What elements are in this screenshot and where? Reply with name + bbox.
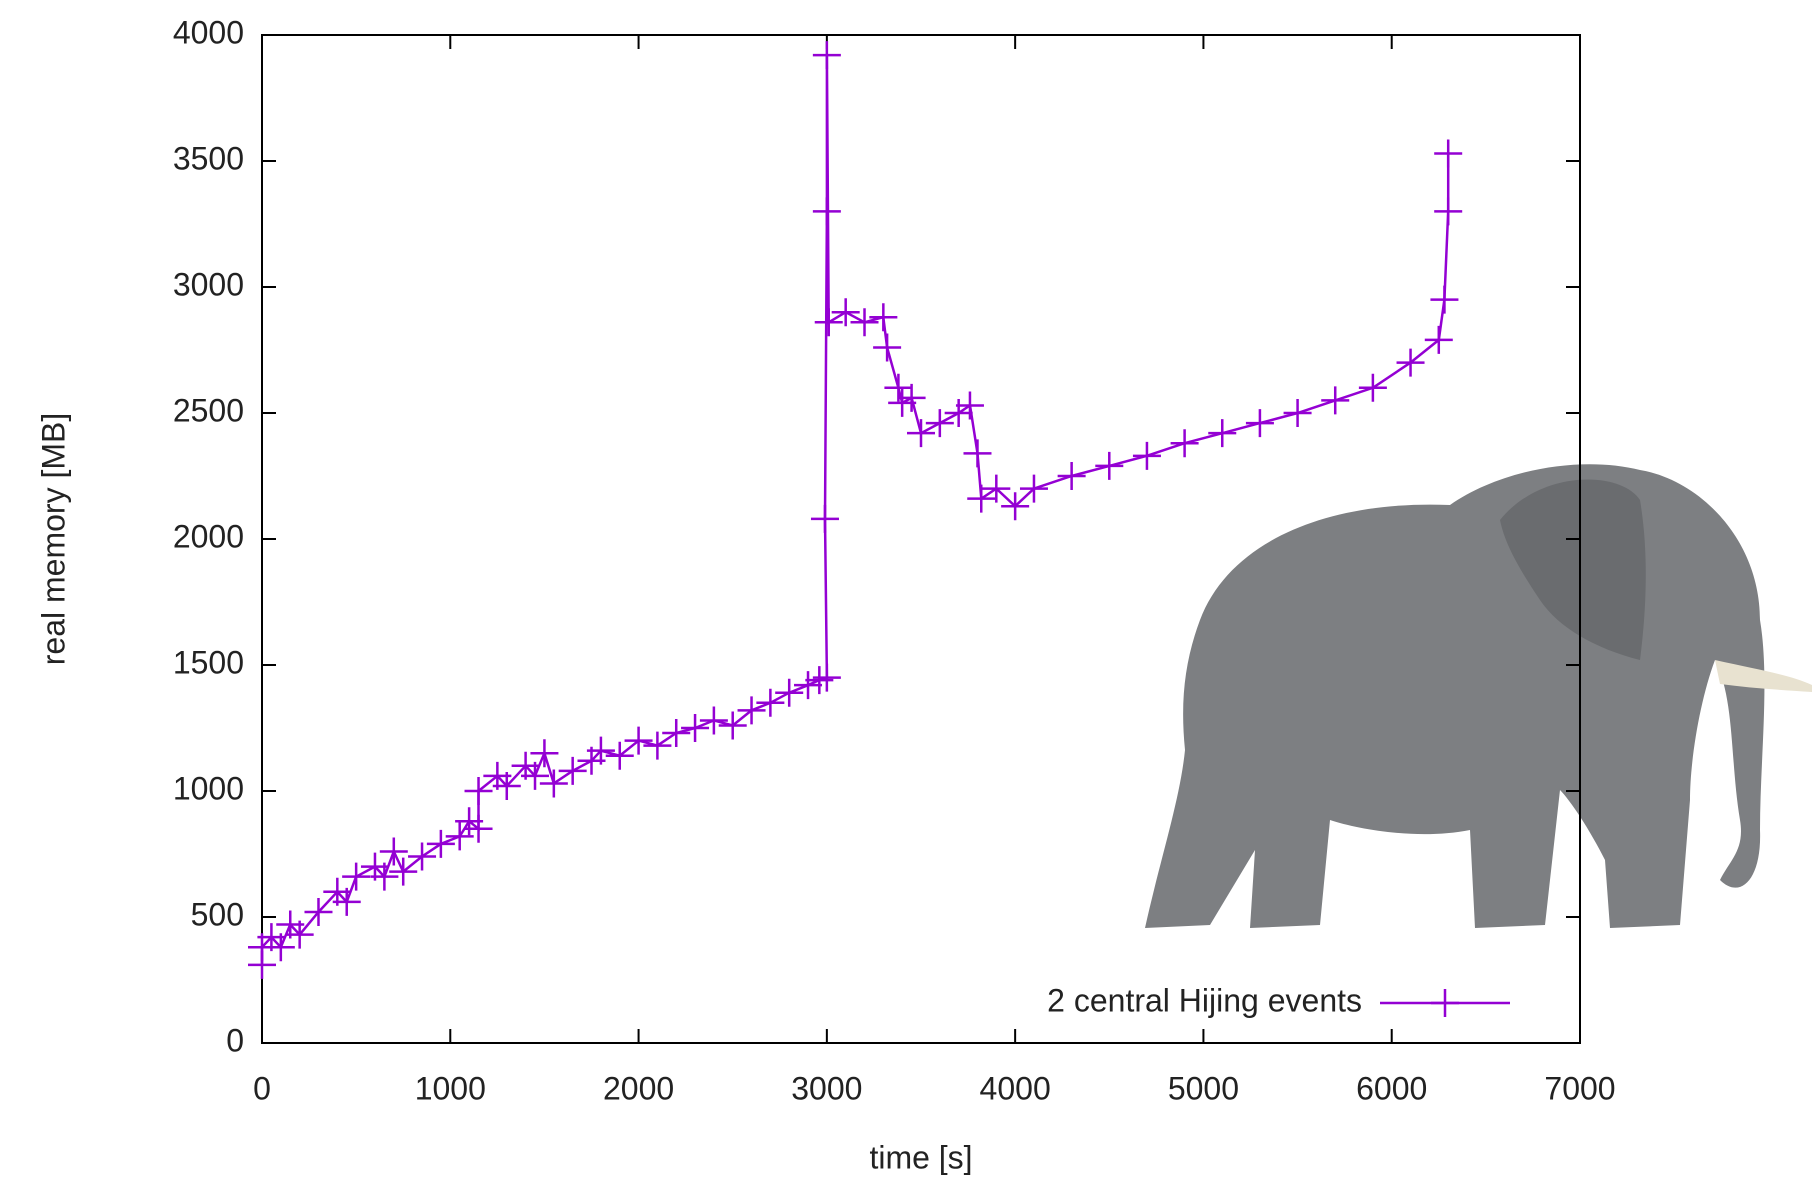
point-marker xyxy=(897,383,926,412)
point-marker xyxy=(342,862,371,891)
point-marker xyxy=(1424,325,1453,354)
point-marker xyxy=(492,771,521,800)
legend-label: 2 central Hijing events xyxy=(1047,982,1362,1018)
point-marker xyxy=(681,714,710,742)
x-tick-label: 6000 xyxy=(1356,1070,1427,1106)
point-marker xyxy=(873,333,902,362)
x-tick-label: 0 xyxy=(253,1070,271,1106)
point-marker xyxy=(810,504,839,533)
point-marker xyxy=(539,769,568,798)
y-tick-label: 4000 xyxy=(173,14,244,50)
y-tick-label: 1000 xyxy=(173,770,244,806)
point-marker xyxy=(1358,373,1387,402)
point-marker xyxy=(812,197,841,226)
point-marker xyxy=(624,726,653,755)
point-marker xyxy=(1430,285,1459,314)
point-marker xyxy=(1057,462,1086,490)
y-tick-label: 3000 xyxy=(173,266,244,302)
x-tick-label: 3000 xyxy=(791,1070,862,1106)
point-marker xyxy=(408,842,437,871)
point-marker xyxy=(718,711,747,740)
y-tick-label: 500 xyxy=(191,896,244,932)
point-marker xyxy=(814,308,843,337)
x-axis-label: time [s] xyxy=(869,1139,972,1175)
point-marker xyxy=(812,41,841,70)
legend-marker xyxy=(1431,989,1459,1017)
point-marker xyxy=(982,474,1011,503)
y-tick-label: 3500 xyxy=(173,140,244,176)
point-marker xyxy=(643,731,672,760)
x-tick-label: 7000 xyxy=(1544,1070,1615,1106)
point-marker xyxy=(464,777,493,805)
point-marker xyxy=(869,303,898,332)
point-marker xyxy=(586,736,615,765)
point-marker xyxy=(332,887,361,916)
point-marker xyxy=(944,399,973,427)
point-marker xyxy=(1245,409,1274,438)
point-marker xyxy=(389,857,418,886)
point-marker xyxy=(775,678,804,707)
y-tick-label: 2500 xyxy=(173,392,244,428)
point-marker xyxy=(1095,451,1124,480)
point-marker xyxy=(1170,429,1199,458)
elephant-tusk xyxy=(1715,660,1812,692)
point-marker xyxy=(699,706,728,735)
x-tick-label: 4000 xyxy=(980,1070,1051,1106)
point-marker xyxy=(1019,474,1048,503)
point-marker xyxy=(1396,348,1425,377)
point-marker xyxy=(426,829,455,858)
point-marker xyxy=(1132,441,1161,470)
point-marker xyxy=(266,933,295,962)
point-marker xyxy=(370,862,399,891)
point-marker xyxy=(558,756,587,785)
y-axis-label: real memory [MB] xyxy=(35,413,71,665)
point-marker xyxy=(530,739,559,768)
point-marker xyxy=(831,298,860,327)
elephant-ear xyxy=(1500,479,1646,660)
elephant-photo xyxy=(1145,464,1812,928)
point-marker xyxy=(812,663,841,692)
point-marker xyxy=(805,666,834,695)
point-marker xyxy=(1434,139,1463,168)
point-marker xyxy=(794,671,823,700)
point-marker xyxy=(756,688,785,717)
point-marker xyxy=(1434,197,1463,226)
data-line xyxy=(260,55,1450,965)
point-marker xyxy=(850,308,879,337)
x-tick-label: 1000 xyxy=(415,1070,486,1106)
point-marker xyxy=(379,837,408,866)
point-marker xyxy=(1001,492,1030,521)
elephant-body xyxy=(1145,464,1765,928)
point-marker xyxy=(907,419,935,448)
point-marker xyxy=(445,822,474,851)
point-marker xyxy=(963,439,992,468)
x-tick-label: 2000 xyxy=(603,1070,674,1106)
x-tick-label: 5000 xyxy=(1168,1070,1239,1106)
point-marker xyxy=(967,484,996,513)
point-marker xyxy=(1321,386,1350,415)
point-marker xyxy=(955,391,984,420)
point-marker xyxy=(464,814,493,843)
y-tick-label: 0 xyxy=(226,1022,244,1058)
point-marker xyxy=(662,719,691,748)
point-marker xyxy=(605,741,634,770)
point-marker xyxy=(521,761,550,790)
point-marker xyxy=(925,409,954,438)
point-marker xyxy=(737,696,766,725)
y-tick-label: 2000 xyxy=(173,518,244,554)
point-marker xyxy=(1208,419,1237,448)
point-marker xyxy=(304,897,333,926)
point-marker xyxy=(1283,399,1312,427)
y-tick-label: 1500 xyxy=(173,644,244,680)
point-marker xyxy=(285,920,314,949)
